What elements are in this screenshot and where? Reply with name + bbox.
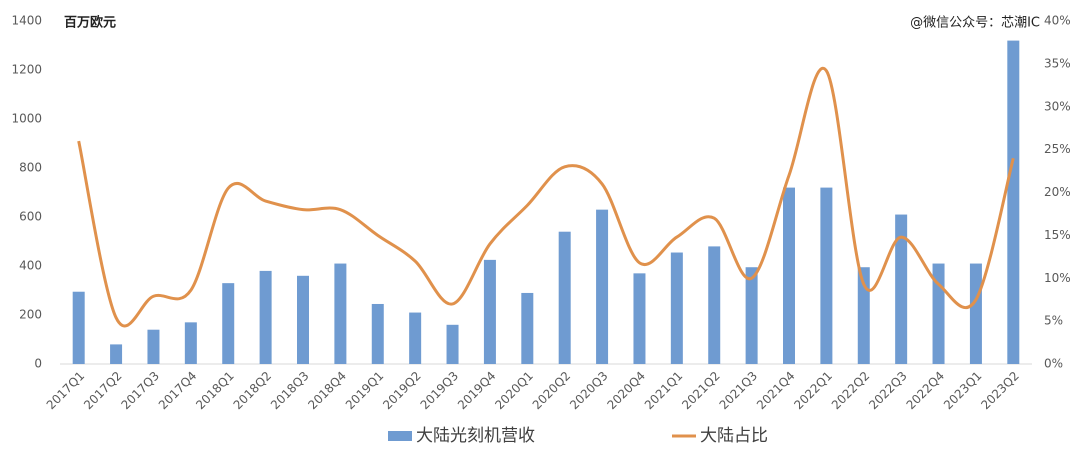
bar (334, 263, 347, 364)
x-tick-label: 2021Q3 (717, 369, 761, 413)
bar (783, 187, 795, 364)
bar (259, 270, 272, 364)
bar (745, 267, 758, 364)
x-tick-label: 2017Q1 (44, 369, 88, 413)
x-tick-label: 2021Q2 (679, 369, 723, 413)
x-tick-label: 2019Q1 (343, 369, 387, 413)
y-tick-label: 200 (19, 308, 42, 322)
bar (184, 322, 197, 364)
bar (222, 283, 235, 364)
watermark: @微信公众号：芯潮IC (910, 16, 1040, 31)
bar (297, 275, 309, 364)
x-tick-label: 2017Q2 (81, 369, 125, 413)
bar (558, 231, 571, 364)
x-tick-label: 2019Q2 (380, 369, 424, 413)
x-tick-label: 2020Q4 (604, 369, 648, 413)
y-tick-label: 400 (19, 259, 42, 273)
x-tick-label: 2022Q3 (866, 369, 910, 413)
x-tick-label: 2018Q1 (193, 369, 237, 413)
y2-tick-label: 5% (1044, 314, 1063, 328)
y2-tick-label: 15% (1044, 228, 1071, 242)
bar (371, 303, 384, 364)
x-tick-label: 2019Q4 (455, 369, 499, 413)
x-tick-label: 2023Q2 (978, 369, 1022, 413)
y-tick-label: 1400 (11, 14, 42, 28)
bar (857, 267, 870, 364)
bar (820, 187, 833, 364)
x-tick-label: 2018Q4 (305, 369, 349, 413)
bar (895, 214, 908, 364)
x-tick-label: 2018Q3 (268, 369, 312, 413)
y-unit: 百万欧元 (64, 15, 116, 31)
x-tick-label: 2017Q3 (118, 369, 162, 413)
bar (110, 344, 123, 364)
x-tick-label: 2022Q1 (791, 369, 835, 413)
y2-tick-label: 0% (1044, 357, 1063, 371)
bar (147, 329, 160, 364)
line (77, 66, 1015, 328)
y2-tick-label: 30% (1044, 99, 1071, 113)
bar (72, 291, 85, 364)
bar (708, 246, 721, 364)
bar (969, 263, 982, 364)
y2-tick-label: 20% (1044, 185, 1071, 199)
legend-label: 大陆光刻机营收 (416, 426, 535, 446)
bar (1007, 40, 1020, 364)
x-tick-label: 2022Q2 (829, 369, 873, 413)
bar (670, 252, 683, 364)
x-tick-label: 2021Q4 (754, 369, 798, 413)
x-tick-label: 2020Q2 (530, 369, 574, 413)
legend-label: 大陆占比 (700, 426, 768, 446)
x-tick-label: 2020Q3 (567, 369, 611, 413)
y-tick-label: 0 (34, 357, 42, 371)
y-tick-label: 800 (19, 161, 42, 175)
bar (446, 324, 459, 364)
bar (521, 292, 534, 364)
y2-tick-label: 10% (1044, 271, 1071, 285)
x-tick-label: 2023Q1 (941, 369, 985, 413)
bar (633, 273, 646, 364)
y2-tick-label: 25% (1044, 142, 1071, 156)
y2-tick-label: 40% (1044, 14, 1071, 28)
x-tick-label: 2020Q1 (492, 369, 536, 413)
bar (409, 312, 422, 364)
y-tick-label: 1200 (11, 63, 42, 77)
y-tick-label: 1000 (11, 112, 42, 126)
x-tick-label: 2019Q3 (418, 369, 462, 413)
x-tick-label: 2022Q4 (904, 369, 948, 413)
y2-tick-label: 35% (1044, 56, 1071, 70)
bar (483, 259, 496, 364)
legend-swatch (388, 431, 412, 441)
x-tick-label: 2017Q4 (156, 369, 200, 413)
bar (596, 209, 609, 364)
y-tick-label: 600 (19, 210, 42, 224)
x-tick-label: 2018Q2 (231, 369, 275, 413)
x-tick-label: 2021Q1 (642, 369, 686, 413)
